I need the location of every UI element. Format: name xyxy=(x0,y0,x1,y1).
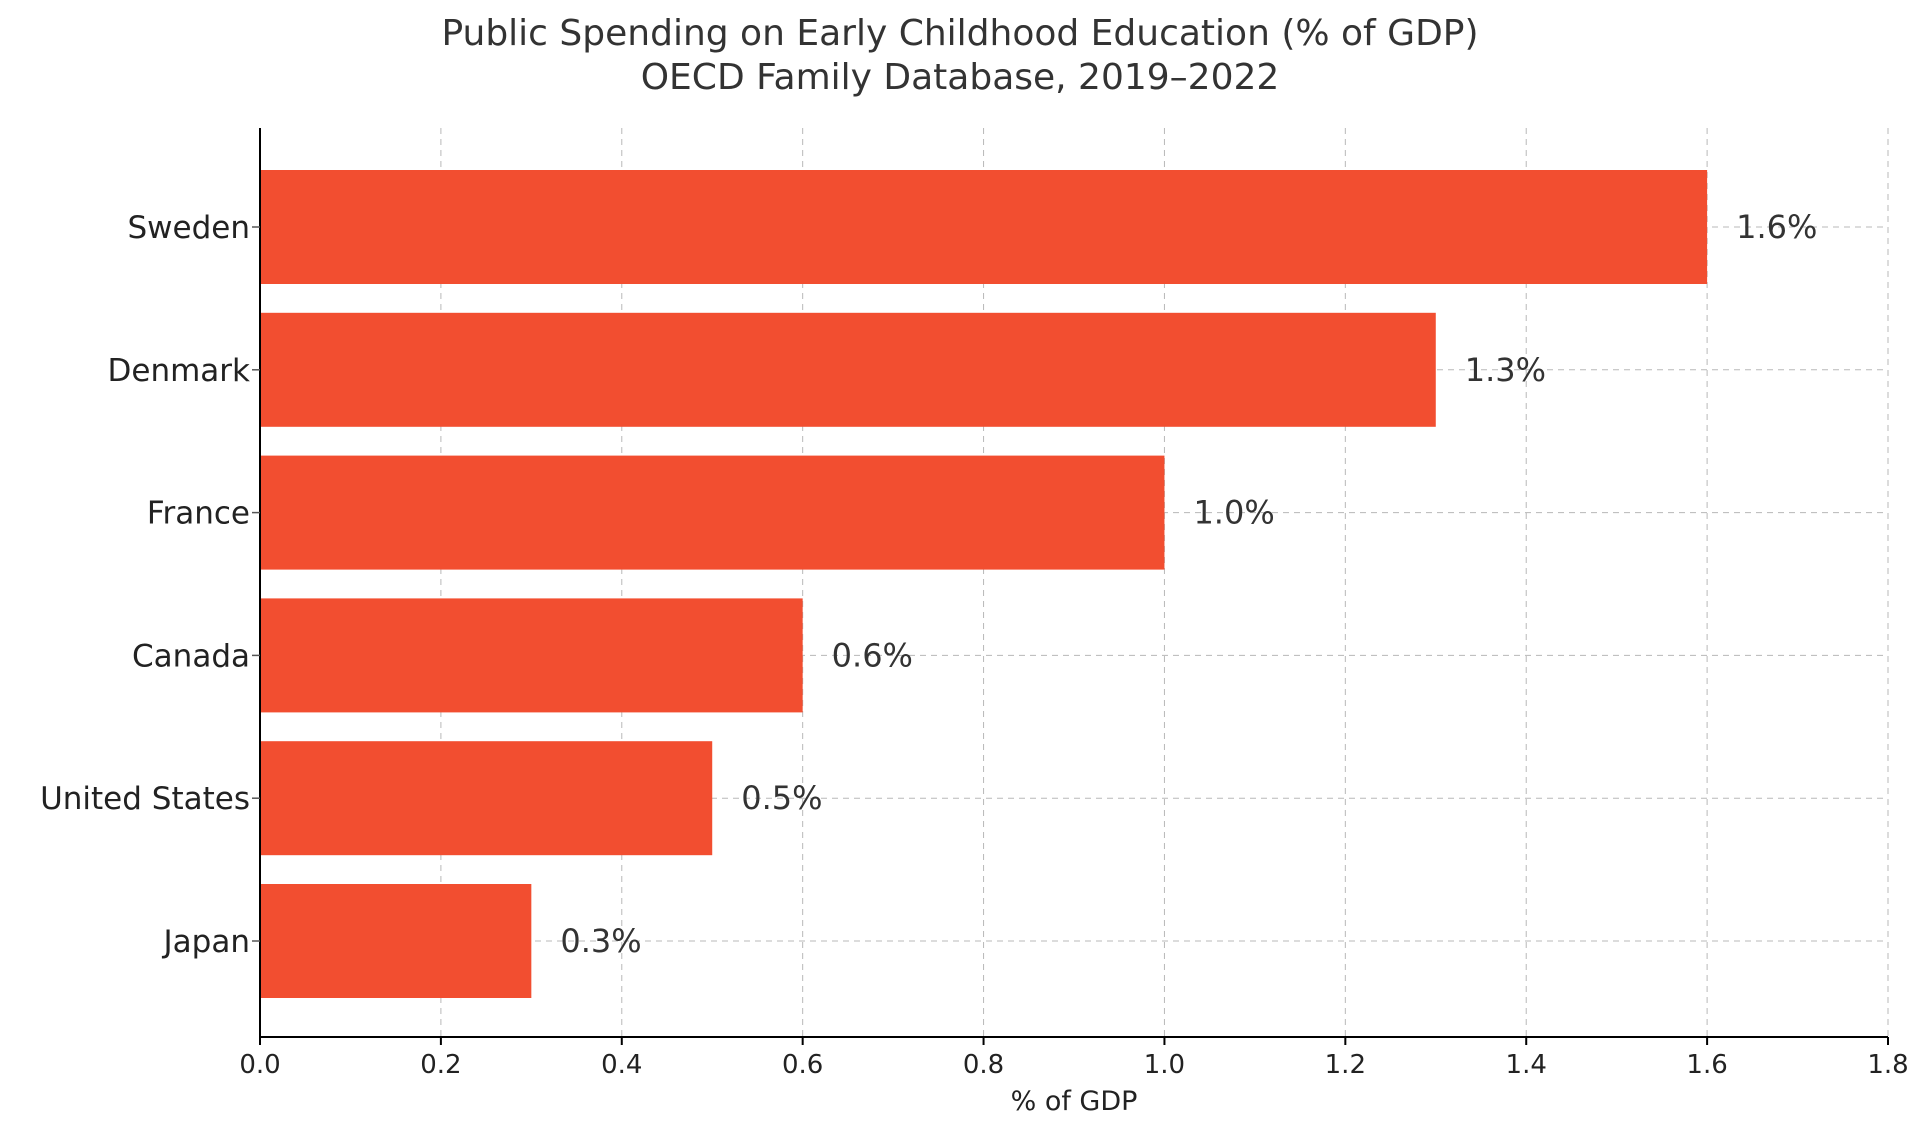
category-label: United States xyxy=(40,781,250,817)
data-label: 0.3% xyxy=(560,922,641,960)
chart-subtitle: OECD Family Database, 2019–2022 xyxy=(640,57,1280,98)
x-tick-label: 1.2 xyxy=(1325,1050,1366,1080)
category-label: Canada xyxy=(132,638,250,674)
category-label: France xyxy=(147,496,250,532)
data-label: 1.3% xyxy=(1465,351,1546,389)
bar-united-states xyxy=(260,741,713,856)
labels: 0.0 0.2 0.4 0.6 0.8 1.0 1.2 1.4 1.6 1.8 Sweden 1.6%… xyxy=(40,208,1909,1080)
x-tick-label: 1.8 xyxy=(1867,1050,1908,1080)
x-tick-label: 0.8 xyxy=(963,1050,1004,1080)
data-label: 1.6% xyxy=(1736,208,1817,246)
x-tick-label: 0.4 xyxy=(601,1050,642,1080)
axes xyxy=(252,128,1889,1045)
bar-sweden xyxy=(260,170,1708,284)
x-tick-label: 1.0 xyxy=(1144,1050,1185,1080)
x-tick-label: 0.0 xyxy=(239,1050,280,1080)
x-axis-title: % of GDP xyxy=(1011,1086,1138,1117)
category-label: Sweden xyxy=(127,210,250,246)
x-tick-label: 1.4 xyxy=(1506,1050,1547,1080)
chart-title: Public Spending on Early Childhood Educa… xyxy=(441,13,1479,54)
x-tick-label: 0.2 xyxy=(420,1050,461,1080)
bar-france xyxy=(260,455,1165,570)
x-tick-label: 1.6 xyxy=(1686,1050,1727,1080)
data-label: 0.5% xyxy=(741,779,822,817)
category-label: Denmark xyxy=(108,353,251,389)
x-tick-label: 0.6 xyxy=(782,1050,823,1080)
data-label: 1.0% xyxy=(1193,494,1274,532)
data-label: 0.6% xyxy=(832,636,913,674)
bar-denmark xyxy=(260,312,1436,427)
bar-japan xyxy=(260,884,532,998)
bars xyxy=(260,170,1708,998)
bar-canada xyxy=(260,598,803,713)
category-label: Japan xyxy=(162,924,250,960)
